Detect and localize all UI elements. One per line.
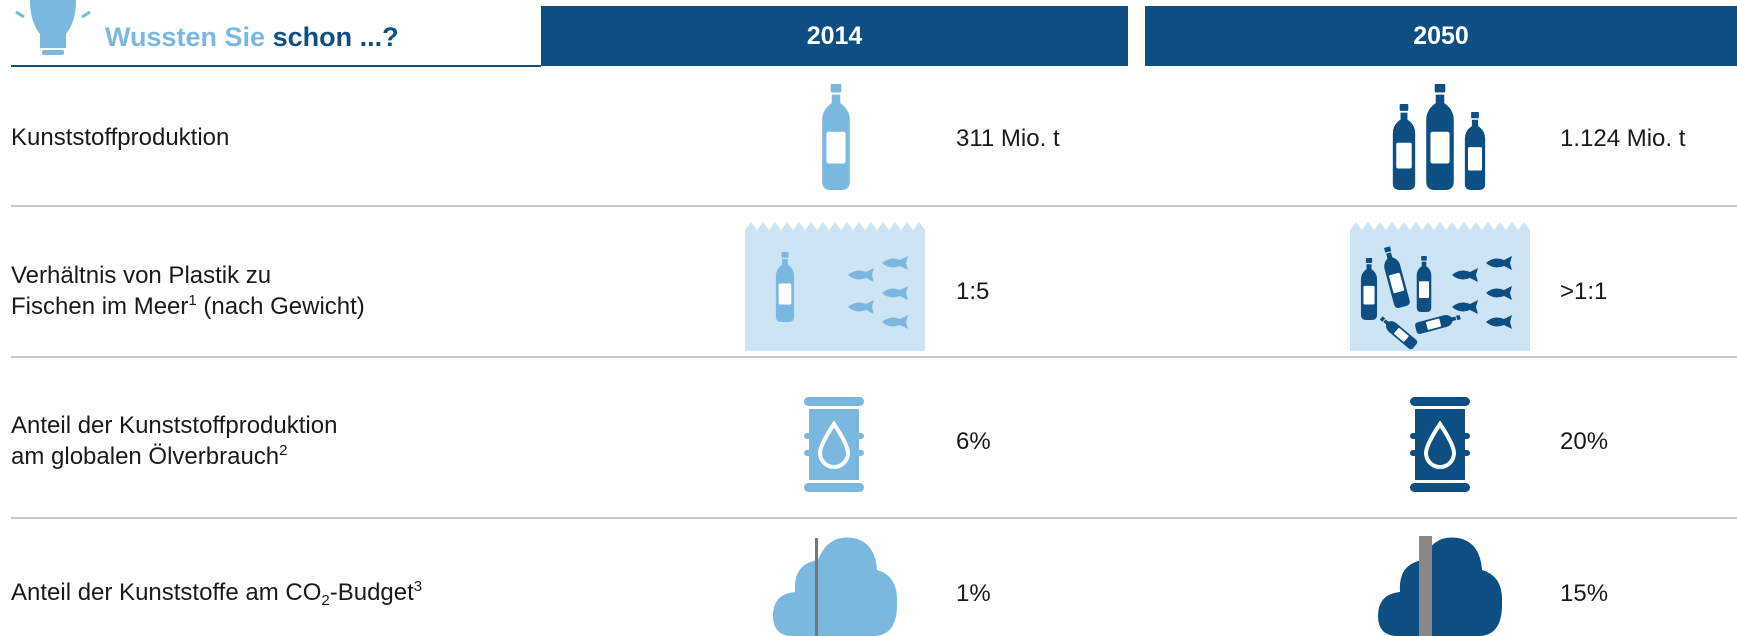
label-text: Anteil der Kunststoffe am CO [11, 579, 322, 606]
label-text: -Budget [329, 579, 414, 606]
value: 311 Mio. t [956, 125, 1060, 152]
row-divider [11, 205, 1737, 207]
label-text: Verhältnis von Plastik zu [11, 262, 272, 289]
title-rest: schon ...? [272, 22, 399, 52]
footnote: 2 [279, 442, 288, 459]
label-text: am globalen Ölverbrauch [11, 443, 280, 470]
row-label: Kunststoffproduktion [11, 122, 229, 153]
bottles-icon [1391, 84, 1487, 190]
bottle-icon [821, 84, 851, 190]
value: 15% [1560, 580, 1609, 607]
value: 1:5 [956, 278, 990, 305]
row-label: Verhältnis von Plastik zu Fischen im Meer… [11, 260, 365, 322]
column-header: 2050 [1145, 6, 1737, 66]
label-text: Anteil der Kunststoffproduktion [11, 412, 338, 439]
row-label: Anteil der Kunststoffe am CO2-Budget3 [11, 577, 422, 608]
value: 1.124 Mio. t [1560, 125, 1686, 152]
row-divider [11, 517, 1737, 519]
lightbulb-icon [15, 0, 91, 55]
footnote: 3 [413, 578, 423, 595]
cloud-2050 [1378, 536, 1503, 636]
water-2050 [1350, 222, 1530, 352]
label-text: Kunststoffproduktion [11, 124, 230, 151]
barrel-icon [1410, 397, 1470, 492]
footnote: 1 [188, 292, 197, 309]
row-label: Anteil der Kunststoffproduktion am global… [11, 410, 337, 472]
value: 1% [956, 580, 991, 607]
water-2014 [745, 222, 925, 351]
subscript: 2 [321, 592, 330, 609]
barrel-icon [804, 397, 864, 492]
label-text: Fischen im Meer [11, 293, 189, 320]
label-text: (nach Gewicht) [196, 293, 365, 320]
value: >1:1 [1560, 278, 1608, 305]
value: 6% [956, 428, 991, 455]
value: 20% [1560, 428, 1609, 455]
cloud-2014 [773, 537, 898, 636]
title: Wussten Sie schon ...? [105, 22, 399, 53]
column-header: 2014 [541, 6, 1128, 66]
row-divider [11, 356, 1737, 358]
title-highlight: Wussten Sie [105, 22, 266, 52]
